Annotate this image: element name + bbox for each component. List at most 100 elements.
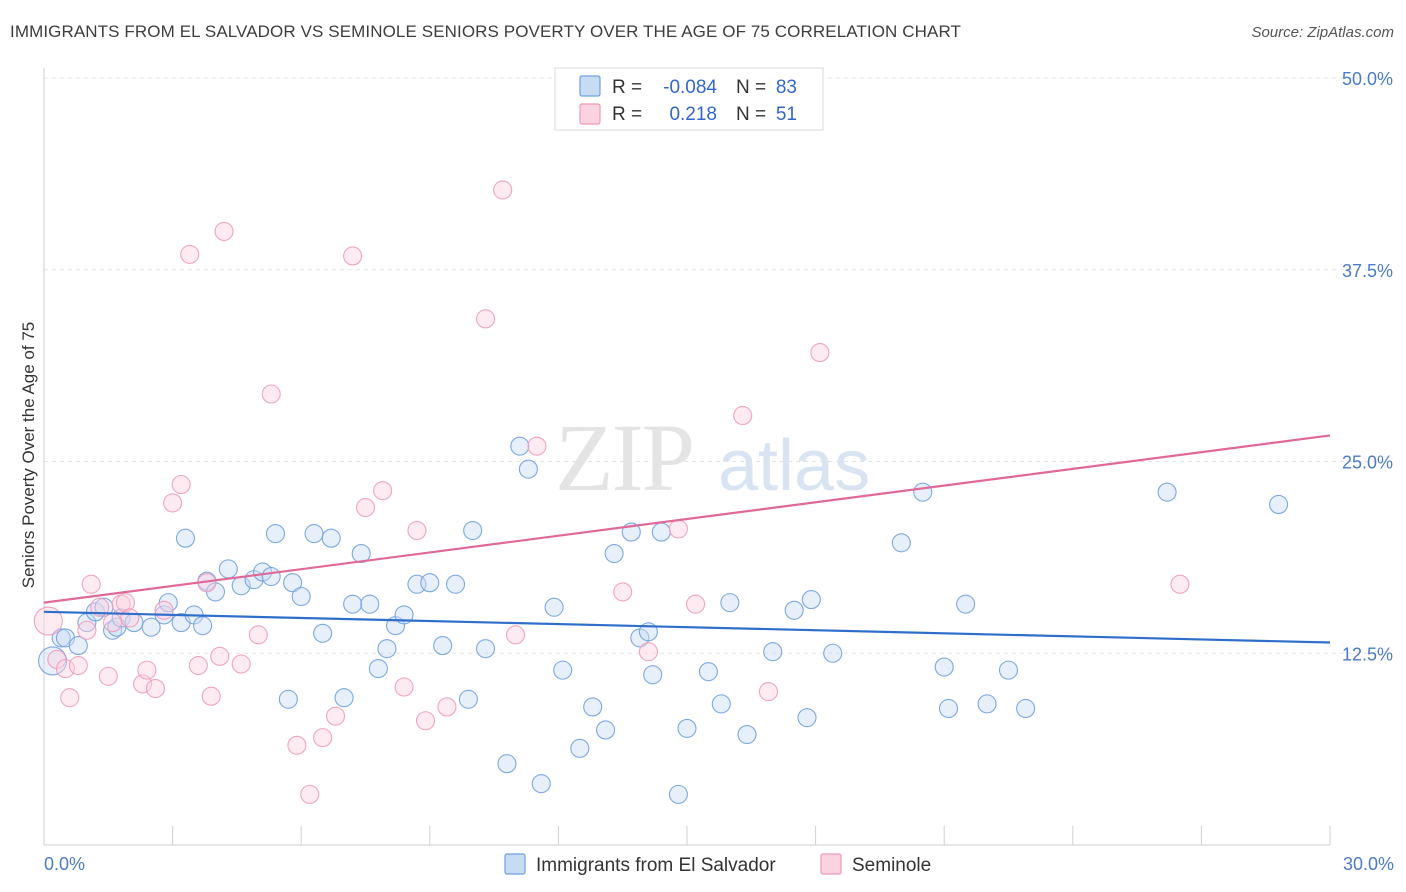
seminole-point-38: [437, 697, 457, 717]
seminole-point-24: [214, 221, 234, 241]
seminole-point-37: [415, 711, 436, 731]
el-salvador-point-74: [913, 482, 933, 502]
el-salvador-point-44: [458, 689, 478, 709]
y-tick-labels: 12.5% 25.0% 37.5% 50.0%: [1342, 69, 1393, 664]
el-salvador-point-29: [304, 524, 324, 544]
seminole-point-12: [120, 608, 140, 628]
el-salvador-point-31: [321, 528, 341, 548]
seminole-point-17: [163, 493, 183, 513]
el-salvador-point-32: [334, 688, 354, 708]
el-salvador-point-72: [823, 643, 843, 663]
seminole-point-34: [373, 481, 393, 501]
el-salvador-point-52: [553, 660, 573, 680]
seminole-point-47: [733, 405, 753, 426]
el-salvador-point-1: [51, 628, 71, 648]
seminole-point-18: [171, 474, 191, 495]
seminole-point-26: [248, 625, 268, 645]
seminole-point-43: [613, 582, 633, 602]
seminole-point-31: [325, 706, 346, 726]
el-salvador-point-48: [510, 436, 530, 456]
seminole-point-44: [638, 642, 658, 662]
legend-n-value-1: 83: [776, 77, 797, 98]
series-legend: Immigrants from El Salvador Seminole: [504, 853, 931, 876]
el-salvador-point-15: [175, 528, 196, 548]
el-salvador-point-78: [977, 694, 997, 714]
el-salvador-point-46: [475, 639, 496, 659]
el-salvador-point-55: [596, 720, 616, 740]
legend-swatch-pink: [579, 103, 601, 125]
axes: [43, 68, 1331, 846]
seminole-point-28: [287, 735, 307, 755]
seminole-point-27: [261, 384, 281, 404]
seminole-point-29: [300, 784, 320, 804]
el-salvador-point-62: [668, 784, 688, 804]
el-salvador-point-71: [801, 590, 821, 610]
el-salvador-point-65: [711, 694, 731, 714]
x-tick-max: 30.0%: [1343, 854, 1394, 874]
seminole-point-45: [668, 519, 688, 539]
legend-swatch-blue: [579, 75, 601, 97]
seminole-trend-line: [43, 434, 1331, 604]
legend-r-value-2: 0.218: [664, 104, 717, 125]
el-salvador-point-75: [934, 657, 954, 677]
seminole-point-41: [505, 625, 526, 645]
el-salvador-point-63: [677, 718, 697, 738]
bottom-legend-swatch-pink: [820, 853, 842, 875]
seminole-point-8: [98, 666, 118, 686]
chart-title: IMMIGRANTS FROM EL SALVADOR VS SEMINOLE …: [10, 22, 962, 41]
seminole-point-11: [115, 593, 135, 613]
el-salvador-point-35: [360, 594, 380, 614]
seminole-point-36: [407, 520, 427, 541]
el-salvador-point-51: [544, 597, 564, 617]
el-salvador-point-17: [193, 616, 213, 636]
y-tick-label-1: 25.0%: [1342, 453, 1393, 473]
el-salvador-point-77: [956, 594, 976, 614]
seminole-point-16: [154, 600, 174, 620]
seminole-point-33: [355, 497, 376, 518]
seminole-point-25: [231, 654, 251, 674]
el-salvador-point-73: [891, 533, 911, 553]
el-salvador-point-47: [497, 754, 517, 774]
seminole-point-9: [103, 613, 123, 633]
el-salvador-point-36: [368, 659, 388, 679]
el-salvador-point-20: [218, 559, 238, 579]
seminole-point-49: [810, 343, 830, 363]
el-salvador-point-64: [698, 662, 718, 682]
el-salvador-point-61: [651, 522, 671, 542]
seminole-point-19: [180, 244, 200, 264]
legend-r-label-2: R =: [612, 104, 642, 125]
legend-r-label-1: R =: [612, 77, 642, 98]
el-salvador-point-24: [261, 566, 281, 587]
grid-lines: [44, 77, 1392, 654]
el-salvador-point-34: [351, 543, 371, 564]
el-salvador-point-41: [420, 573, 440, 593]
el-salvador-point-67: [737, 725, 757, 745]
seminole-point-14: [137, 660, 157, 680]
el-salvador-point-26: [278, 689, 298, 709]
seminole-point-42: [527, 436, 547, 456]
seminole-point-3: [60, 688, 80, 708]
seminole-point-5: [77, 620, 97, 640]
el-salvador-point-28: [291, 586, 311, 607]
y-axis-title: Seniors Poverty Over the Age of 75: [19, 322, 38, 588]
watermark-zip: ZIP: [555, 404, 693, 511]
el-salvador-point-70: [797, 708, 817, 728]
el-salvador-point-50: [531, 774, 551, 794]
el-salvador-point-76: [938, 698, 959, 719]
el-salvador-point-49: [518, 459, 538, 479]
seminole-point-30: [313, 728, 333, 748]
seminole-point-22: [201, 686, 221, 706]
seminole-point-23: [210, 646, 230, 666]
series-seminole-points: [33, 180, 1190, 804]
legend-n-value-2: 51: [776, 104, 797, 125]
el-salvador-point-27: [283, 573, 303, 593]
seminole-point-48: [758, 682, 778, 702]
seminole-point-39: [475, 309, 496, 329]
y-tick-label-0: 12.5%: [1342, 644, 1393, 664]
y-tick-label-2: 37.5%: [1342, 261, 1393, 281]
legend-r-value-1: -0.084: [663, 77, 717, 98]
el-salvador-point-80: [1016, 698, 1036, 719]
seminole-point-40: [493, 180, 513, 200]
seminole-point-50: [1170, 574, 1190, 594]
